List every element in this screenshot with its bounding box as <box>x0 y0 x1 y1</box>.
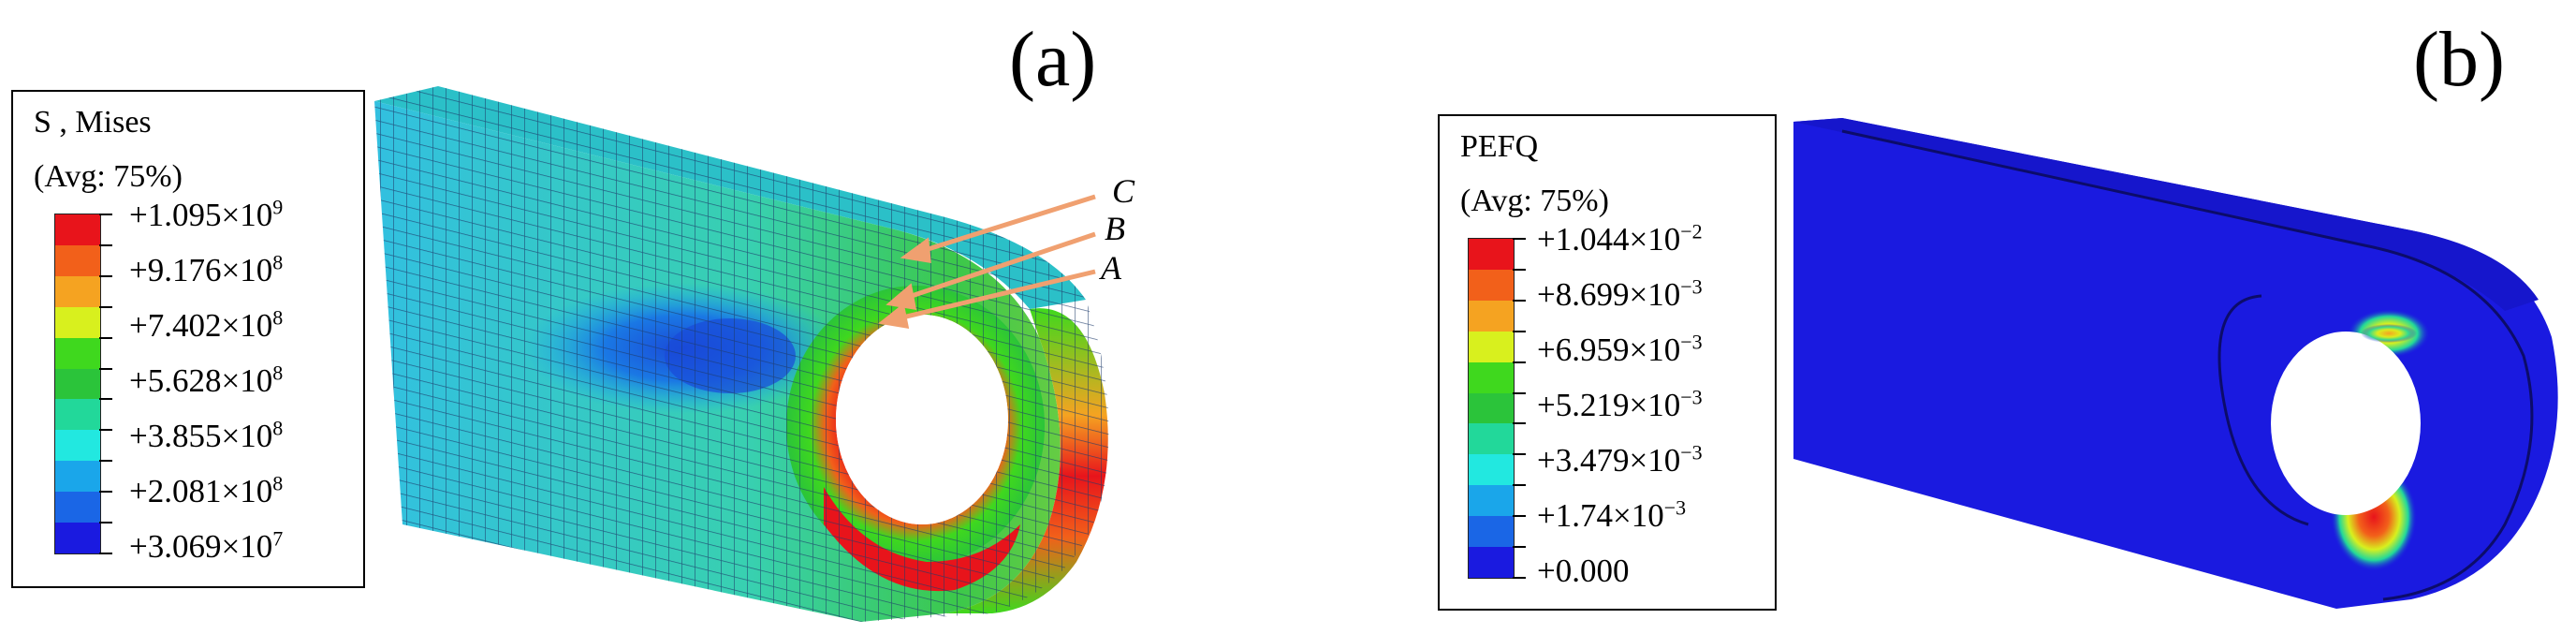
legend-color-swatch <box>1469 423 1514 455</box>
legend-tick <box>99 336 112 339</box>
legend-tick <box>1513 391 1526 394</box>
legend-tick <box>1513 361 1526 363</box>
legend-color-swatch <box>1469 239 1514 271</box>
legend-tick <box>99 429 112 432</box>
legend-tick <box>99 367 112 370</box>
legend-color-swatch <box>55 368 100 400</box>
contour-color-bar <box>54 214 101 554</box>
pefq-strain-model <box>1793 118 2558 609</box>
legend-value: +2.081×108 <box>129 471 284 509</box>
legend-color-swatch <box>1469 547 1514 579</box>
legend-averaging: (Avg: 75%) <box>34 159 183 194</box>
contour-color-bar <box>1468 238 1515 579</box>
point-label-a: A <box>1099 249 1122 287</box>
legend-value: +8.699×10−3 <box>1537 274 1703 313</box>
legend-value: +6.959×10−3 <box>1537 330 1703 368</box>
legend-color-swatch <box>55 306 100 339</box>
legend-tick <box>1513 515 1526 518</box>
legend-color-swatch <box>55 399 100 431</box>
legend-tick <box>1513 422 1526 425</box>
legend-color-swatch <box>1469 361 1514 394</box>
legend-tick <box>99 214 112 215</box>
legend-value: +3.069×107 <box>129 526 284 565</box>
legend-tick <box>1513 546 1526 549</box>
legend-color-swatch <box>1469 454 1514 486</box>
legend-tick <box>1513 299 1526 302</box>
legend-color-swatch <box>1469 300 1514 332</box>
legend-color-swatch <box>1469 269 1514 302</box>
legend-value: +3.855×108 <box>129 416 284 454</box>
mises-stress-model: C B A <box>374 86 1135 622</box>
pefq-legend: PEFQ (Avg: 75%) +1.044×10−2 +8.699×10−3 … <box>1438 114 1777 611</box>
point-label-b: B <box>1105 210 1125 247</box>
legend-tick <box>1513 577 1526 579</box>
legend-tick <box>99 274 112 277</box>
legend-value: +1.044×10−2 <box>1537 219 1703 258</box>
legend-color-swatch <box>55 523 100 554</box>
legend-color-swatch <box>55 214 100 246</box>
legend-value: +5.219×10−3 <box>1537 385 1703 423</box>
panel-label-a: (a) <box>1009 16 1097 103</box>
legend-color-swatch <box>1469 331 1514 363</box>
legend-color-swatch <box>55 337 100 370</box>
legend-value: +3.479×10−3 <box>1537 440 1703 479</box>
legend-tick <box>99 243 112 246</box>
figure-a-panel: (a) S , Mises (Avg: 75%) +1.095×109 +9.1… <box>11 16 1135 622</box>
legend-tick <box>99 491 112 494</box>
legend-color-swatch <box>55 492 100 523</box>
legend-tick <box>99 305 112 308</box>
legend-value: +1.095×109 <box>129 195 284 233</box>
panel-label-b: (b) <box>2413 16 2505 103</box>
legend-value: +0.000 <box>1537 553 1630 589</box>
mises-legend: S , Mises (Avg: 75%) +1.095×109 +9.176×1… <box>11 90 365 588</box>
legend-tick <box>99 460 112 463</box>
legend-title: S , Mises <box>34 105 152 140</box>
legend-tick <box>1513 484 1526 487</box>
legend-tick <box>1513 268 1526 271</box>
legend-tick <box>99 553 112 554</box>
legend-tick <box>1513 453 1526 456</box>
legend-value: +7.402×108 <box>129 305 284 344</box>
legend-tick <box>99 398 112 401</box>
legend-value: +5.628×108 <box>129 361 284 399</box>
legend-value: +1.74×10−3 <box>1537 495 1687 534</box>
legend-color-swatch <box>55 461 100 493</box>
point-label-c: C <box>1112 172 1135 210</box>
legend-color-swatch <box>1469 392 1514 424</box>
legend-color-swatch <box>1469 516 1514 548</box>
legend-tick <box>1513 238 1526 240</box>
legend-averaging: (Avg: 75%) <box>1460 184 1609 218</box>
figure-b-panel: (b) PEFQ (Avg: 75%) +1.044×10−2 +8.699×1… <box>1288 0 2576 634</box>
legend-color-swatch <box>55 275 100 308</box>
legend-title: PEFQ <box>1460 129 1539 164</box>
legend-color-swatch <box>1469 485 1514 517</box>
legend-tick <box>99 522 112 524</box>
legend-color-swatch <box>55 430 100 462</box>
legend-color-swatch <box>55 244 100 277</box>
legend-tick <box>1513 330 1526 332</box>
point-arrows <box>878 194 1096 330</box>
legend-value: +9.176×108 <box>129 250 284 288</box>
